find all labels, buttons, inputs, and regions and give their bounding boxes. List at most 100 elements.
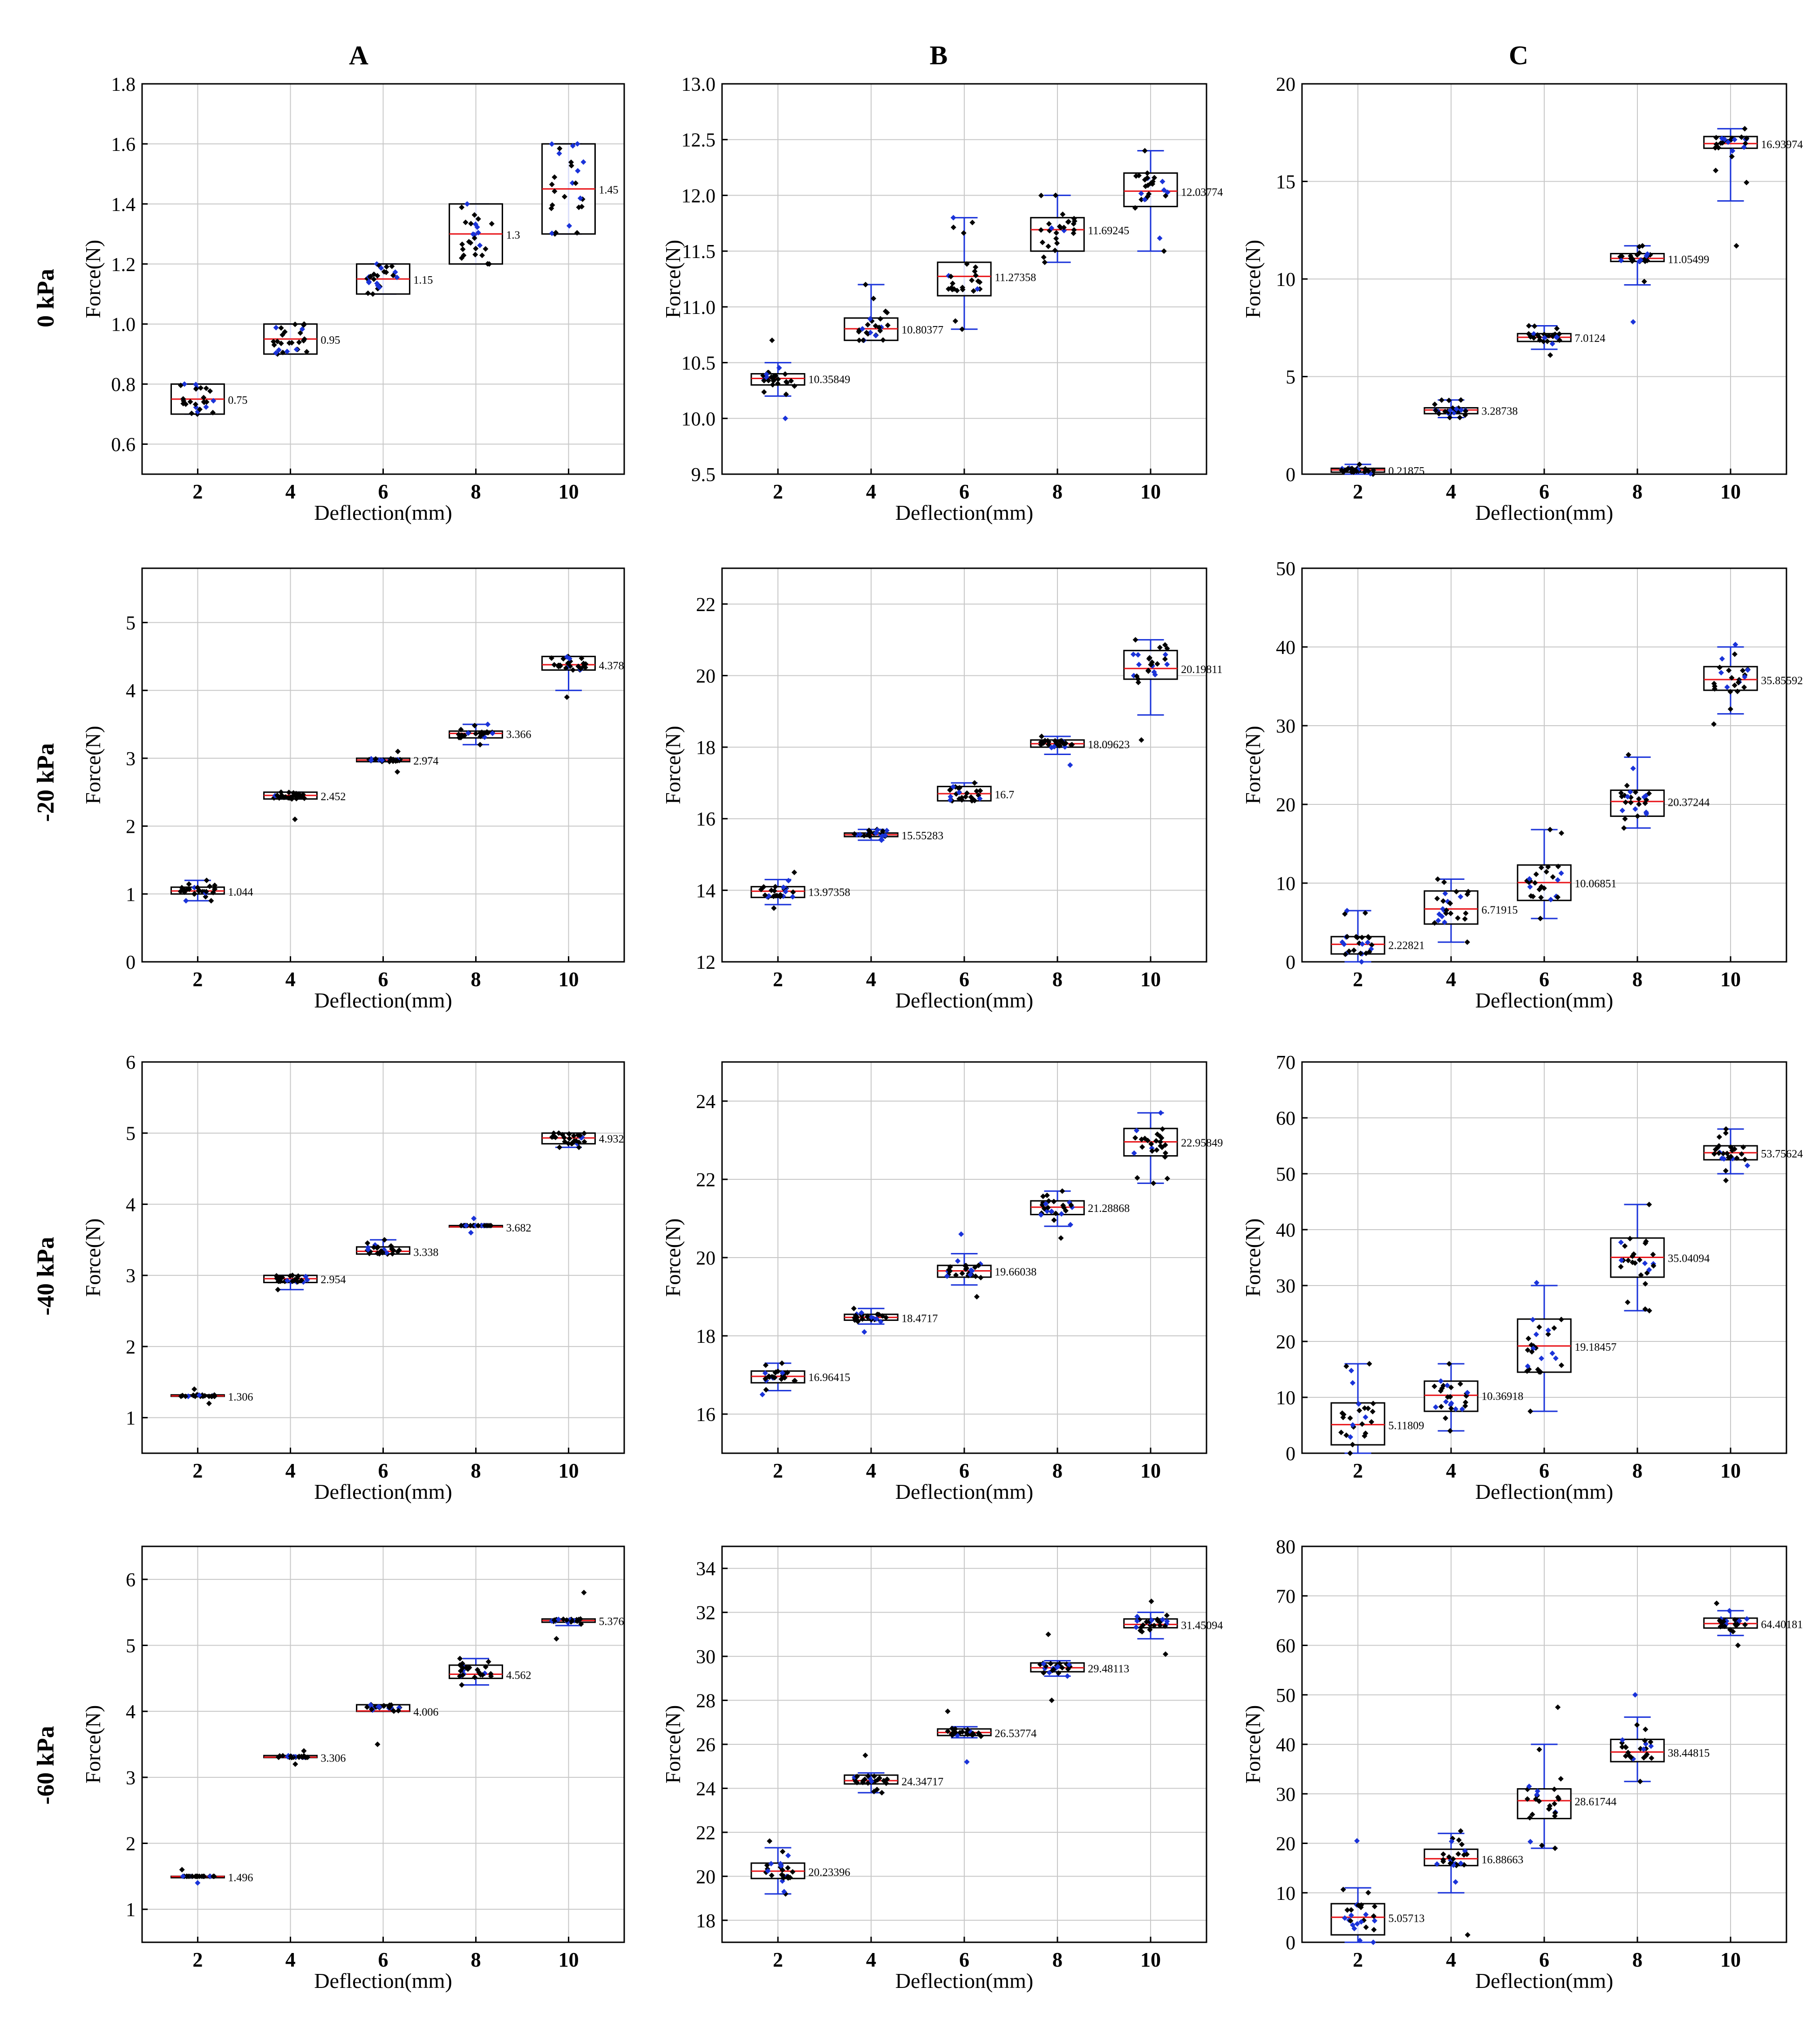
y-tick-label: 5 <box>126 1123 136 1145</box>
data-point <box>1622 799 1629 805</box>
data-point <box>791 383 798 389</box>
y-axis-label: Force(N) <box>661 726 685 804</box>
data-point <box>479 252 485 259</box>
data-point <box>779 1867 785 1873</box>
data-point <box>381 269 387 275</box>
data-point <box>1148 1599 1154 1605</box>
data-point <box>462 732 468 738</box>
data-point <box>1348 1912 1354 1919</box>
data-point <box>1061 225 1067 231</box>
y-tick-label: 2 <box>126 1337 136 1358</box>
data-point <box>183 898 189 904</box>
data-point <box>973 264 979 270</box>
mean-label: 0.95 <box>320 334 340 347</box>
data-point <box>382 1237 388 1243</box>
data-point <box>1162 1142 1168 1148</box>
mean-label: 35.85592 <box>1761 675 1803 687</box>
mean-label: 11.69245 <box>1088 225 1129 237</box>
data-point <box>575 663 581 669</box>
data-point <box>1056 1670 1062 1676</box>
data-point <box>373 756 379 762</box>
data-point <box>974 1294 980 1300</box>
data-point <box>472 221 478 227</box>
data-point <box>953 1272 959 1278</box>
data-point <box>1459 1841 1465 1847</box>
x-tick-label: 4 <box>866 1459 876 1482</box>
data-point <box>1442 408 1448 415</box>
mean-label: 4.006 <box>413 1706 438 1718</box>
data-point <box>281 794 287 800</box>
data-point <box>1634 1722 1640 1728</box>
data-point <box>292 321 298 327</box>
data-point <box>1343 1363 1350 1369</box>
y-tick-label: 10.0 <box>682 408 716 430</box>
data-point <box>553 230 559 236</box>
data-point <box>1723 1168 1729 1174</box>
data-point <box>873 1316 879 1322</box>
data-point <box>1366 935 1372 941</box>
panel-4: 2 4 6 8 10 12 14 16 18 20 22 Deflection(mm) Force(N)… <box>661 567 1222 1012</box>
data-point <box>574 230 580 236</box>
data-point <box>286 795 293 801</box>
y-tick-label: 0 <box>1286 1443 1295 1465</box>
panel-6: 2 4 6 8 10123456Deflection(mm)Force(N)1.3062… <box>81 1052 625 1504</box>
data-point <box>1447 1860 1453 1866</box>
data-point <box>1070 221 1077 227</box>
data-point <box>1455 915 1461 921</box>
data-point <box>1132 205 1138 211</box>
data-point <box>1446 1361 1452 1367</box>
data-point <box>461 252 467 259</box>
data-point <box>1164 1618 1170 1624</box>
data-point <box>566 223 573 229</box>
data-point <box>1458 397 1464 403</box>
y-tick-label: 20 <box>696 1866 716 1888</box>
data-point <box>1529 1811 1535 1817</box>
data-point <box>1622 1753 1629 1759</box>
data-point <box>1338 1429 1344 1436</box>
data-point <box>959 1270 965 1276</box>
x-tick-label: 10 <box>1140 1948 1161 1971</box>
data-point <box>211 882 218 888</box>
data-point <box>785 878 791 884</box>
mean-label: 10.80377 <box>901 324 943 336</box>
data-point <box>1627 789 1633 795</box>
data-point <box>280 349 286 355</box>
data-point <box>484 261 491 267</box>
data-point <box>1632 1692 1638 1698</box>
data-point <box>1139 1629 1145 1635</box>
data-point <box>1051 744 1057 750</box>
data-point <box>1162 656 1168 662</box>
data-point <box>1547 1803 1553 1809</box>
data-point <box>459 1682 465 1688</box>
data-point <box>1461 1852 1467 1858</box>
data-point <box>577 1132 583 1138</box>
data-point <box>1465 1390 1471 1396</box>
data-point <box>1145 193 1151 199</box>
data-point <box>1619 794 1625 800</box>
data-point <box>475 230 481 236</box>
data-point <box>873 323 879 329</box>
data-point <box>1452 1879 1459 1885</box>
data-point <box>561 194 567 200</box>
mean-label: 1.3 <box>506 229 520 241</box>
column-title-a: A <box>349 40 368 70</box>
data-point <box>1547 352 1554 358</box>
data-point <box>1060 211 1066 218</box>
data-point <box>1162 642 1168 648</box>
data-point <box>1526 1783 1532 1790</box>
mean-label: 10.06851 <box>1575 878 1616 890</box>
data-point <box>1045 742 1051 748</box>
data-point <box>1726 1608 1732 1614</box>
data-point <box>1164 1176 1170 1182</box>
data-point <box>1045 243 1051 249</box>
data-point <box>975 286 981 292</box>
data-point <box>468 1230 474 1236</box>
panel-0: 2 4 6 8 10 0.6 0.8 1.0 1.2 1.4 1.6 1.8 Deflection(mm… <box>81 74 625 524</box>
data-point <box>947 794 954 800</box>
data-point <box>471 212 477 218</box>
data-point <box>1370 1939 1377 1945</box>
data-point <box>1138 737 1145 743</box>
data-point <box>778 1376 784 1382</box>
data-point <box>1138 191 1144 197</box>
data-point <box>1435 918 1441 924</box>
